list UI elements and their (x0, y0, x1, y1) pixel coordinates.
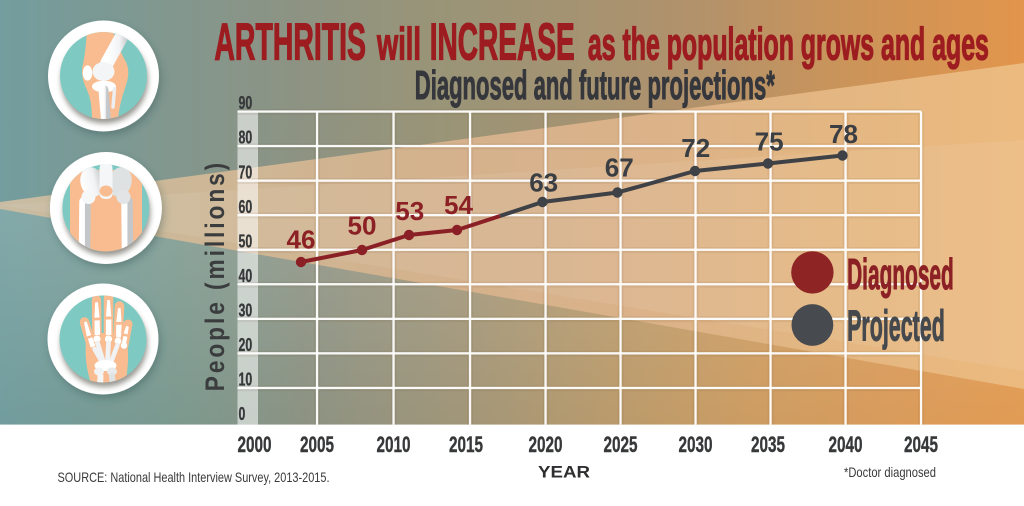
svg-text:78: 78 (829, 119, 858, 149)
svg-text:53: 53 (395, 196, 424, 226)
svg-text:72: 72 (681, 133, 710, 163)
svg-text:2020: 2020 (529, 432, 563, 457)
svg-text:as the population grows and ag: as the population grows and ages (588, 19, 989, 70)
svg-text:ARTHRITIS: ARTHRITIS (214, 13, 366, 71)
svg-text:30: 30 (239, 300, 253, 321)
svg-text:10: 10 (239, 369, 253, 390)
svg-text:40: 40 (239, 265, 253, 286)
svg-text:0: 0 (239, 403, 246, 424)
svg-text:*Doctor diagnosed: *Doctor diagnosed (844, 464, 936, 480)
svg-text:People (millions): People (millions) (200, 163, 230, 391)
svg-text:2025: 2025 (604, 432, 638, 457)
svg-text:54: 54 (444, 190, 474, 220)
svg-text:2000: 2000 (238, 432, 272, 457)
svg-text:Diagnosed: Diagnosed (847, 250, 954, 299)
svg-text:2040: 2040 (829, 432, 863, 457)
svg-text:67: 67 (605, 152, 634, 182)
svg-text:70: 70 (239, 161, 253, 182)
svg-text:46: 46 (287, 224, 316, 254)
svg-text:90: 90 (239, 92, 253, 113)
svg-text:2010: 2010 (377, 432, 411, 457)
svg-text:2005: 2005 (300, 432, 334, 457)
svg-text:INCREASE: INCREASE (430, 13, 575, 71)
svg-text:2030: 2030 (679, 432, 713, 457)
svg-text:SOURCE: National Health Interv: SOURCE: National Health Interview Survey… (58, 469, 330, 485)
svg-text:YEAR: YEAR (538, 464, 590, 482)
svg-text:20: 20 (239, 334, 253, 355)
svg-text:50: 50 (348, 211, 377, 241)
svg-text:50: 50 (239, 230, 253, 251)
svg-text:75: 75 (755, 126, 784, 156)
svg-text:Diagnosed and future projectio: Diagnosed and future projections* (415, 62, 775, 108)
svg-text:will: will (376, 19, 421, 70)
svg-text:Projected: Projected (847, 301, 945, 350)
svg-text:2015: 2015 (449, 432, 483, 457)
svg-text:2045: 2045 (904, 432, 938, 457)
svg-text:2035: 2035 (751, 432, 785, 457)
svg-text:80: 80 (239, 127, 253, 148)
svg-text:63: 63 (529, 167, 558, 197)
svg-text:60: 60 (239, 196, 253, 217)
